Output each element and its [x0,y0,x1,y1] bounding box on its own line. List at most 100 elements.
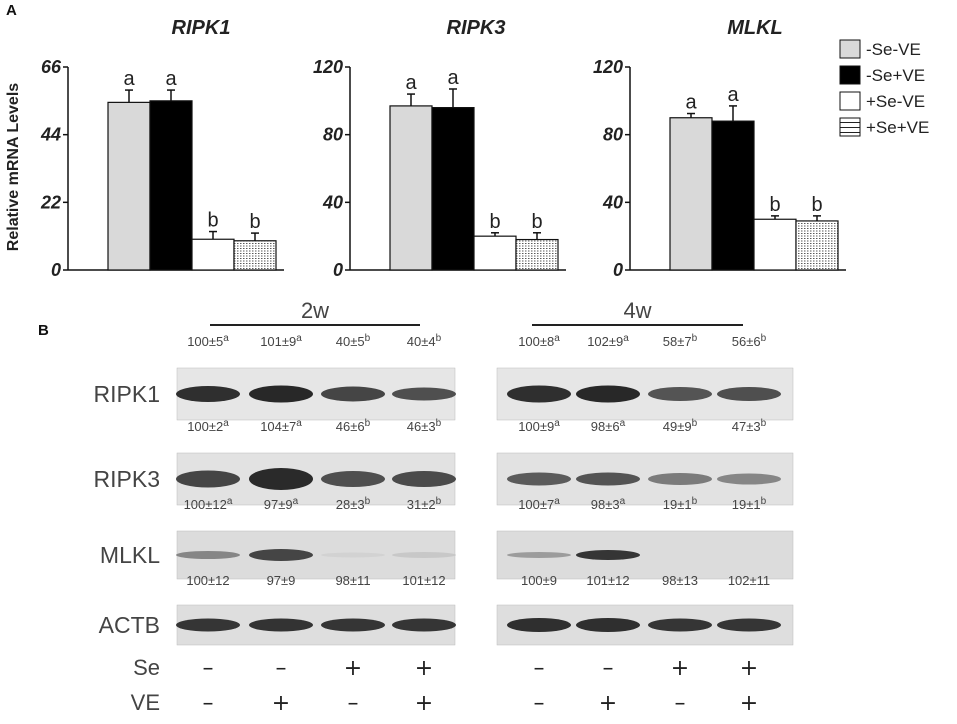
band-quantification: 98±11 [335,573,370,588]
band-quantification: 40±4b [407,333,442,349]
protein-band [717,387,781,401]
chart-title: RIPK3 [447,17,506,39]
minus-sign: – [675,691,686,716]
legend-swatch [839,91,861,111]
y-tick-label: 0 [51,260,61,280]
time-point-label: 2w [301,298,329,323]
band-quantification: 28±3b [336,496,371,512]
band-quantification: 100±7a [518,496,560,512]
blot-row-actb: ACTB 100±12 97±9 98±11 101±12 100±9 101±12 98±1… [99,573,794,646]
minus-sign: – [348,691,359,716]
bar [431,106,475,271]
band-quantification: 102±11 [728,573,770,588]
band-quantification: 101±9a [260,333,302,349]
chart-ripk3: RIPK3 0 40 80 120 a a b b [313,17,566,280]
protein-band [507,385,571,403]
plus-sign: + [415,691,433,716]
y-tick-label: 0 [333,260,343,280]
western-blot-panel: 2w 4w RIPK1 100±5a 101±9a 40±5b 40±4b 100±8a 102… [94,298,794,716]
blot-row-ripk3: RIPK3 100±2a 104±7a 46±6b 46±3b 100±9a 98±6a 49… [94,418,794,506]
minus-sign: – [203,691,214,716]
protein-band [507,618,571,632]
y-tick-label: 120 [593,57,623,77]
protein-band [576,472,640,486]
minus-sign: – [203,656,214,681]
plus-sign: + [671,656,689,681]
band-quantification: 101±12 [402,573,445,588]
legend-swatch [839,39,861,59]
bar [753,218,797,271]
protein-band [321,552,385,558]
band-quantification: 98±6a [591,418,626,434]
band-quantification: 56±6b [732,333,767,349]
minus-sign: – [534,691,545,716]
protein-band [249,549,313,561]
protein-band [176,618,240,632]
bar [191,238,235,271]
protein-label: ACTB [99,612,160,638]
bar [711,120,755,271]
band-quantification: 98±13 [662,573,698,588]
legend-label: -Se+VE [866,66,925,85]
band-quantification: 40±5b [336,333,371,349]
protein-band [392,471,456,487]
blot-row-mlkl: MLKL 100±12a 97±9a 28±3b 31±2b 100±7a 98±3a 19±… [100,496,794,580]
plus-sign: + [344,656,362,681]
band-quantification: 100±12a [184,496,233,512]
y-tick-label: 80 [603,125,623,145]
minus-sign: – [276,656,287,681]
protein-band [576,550,640,560]
protein-band [507,552,571,558]
protein-band [321,386,385,402]
condition-row-se: Se – – + + – – + + [133,655,758,681]
protein-band [392,387,456,401]
bar [107,101,151,271]
bar [389,105,433,271]
protein-band [648,473,712,485]
protein-band [717,473,781,485]
legend-label: +Se+VE [866,118,929,137]
band-quantification: 19±1b [663,496,698,512]
minus-sign: – [534,656,545,681]
bar [233,240,277,271]
protein-band [249,468,313,490]
chart-mlkl: MLKL 0 40 80 120 a a b b [593,17,846,280]
legend-swatch [839,117,861,137]
band-quantification: 102±9a [587,333,629,349]
band-quantification: 100±2a [187,418,229,434]
band-quantification: 19±1b [732,496,767,512]
y-tick-label: 44 [40,125,61,145]
protein-band [576,618,640,632]
band-quantification: 46±6b [336,418,371,434]
legend-label: -Se-VE [866,40,921,59]
band-quantification: 49±9b [663,418,698,434]
chart-ripk1: RIPK1 0 22 44 66 a a b b [40,17,284,280]
condition-row-ve: VE – + – + – + – + [131,690,759,716]
band-quantification: 97±9a [264,496,299,512]
protein-band [176,470,240,488]
time-point-label: 4w [623,298,651,323]
significance-label: a [165,68,177,90]
protein-band [648,618,712,632]
minus-sign: – [603,656,614,681]
protein-band [321,471,385,487]
plus-sign: + [740,691,758,716]
legend: -Se-VE -Se+VE +Se-VE +Se+VE [839,39,929,137]
plus-sign: + [740,656,758,681]
protein-label: MLKL [100,542,160,568]
bar [795,220,839,271]
protein-band [717,618,781,632]
band-quantification: 104±7a [260,418,302,434]
bar [149,100,193,271]
protein-band [576,385,640,403]
protein-band [176,551,240,559]
band-quantification: 100±8a [518,333,560,349]
plus-sign: + [599,691,617,716]
bar [515,238,559,271]
significance-label: b [489,211,500,233]
blot-row-ripk1: RIPK1 100±5a 101±9a 40±5b 40±4b 100±8a 102±9a 5… [94,333,794,421]
band-quantification: 100±9a [518,418,560,434]
protein-band [648,387,712,401]
chart-title: RIPK1 [172,17,231,39]
